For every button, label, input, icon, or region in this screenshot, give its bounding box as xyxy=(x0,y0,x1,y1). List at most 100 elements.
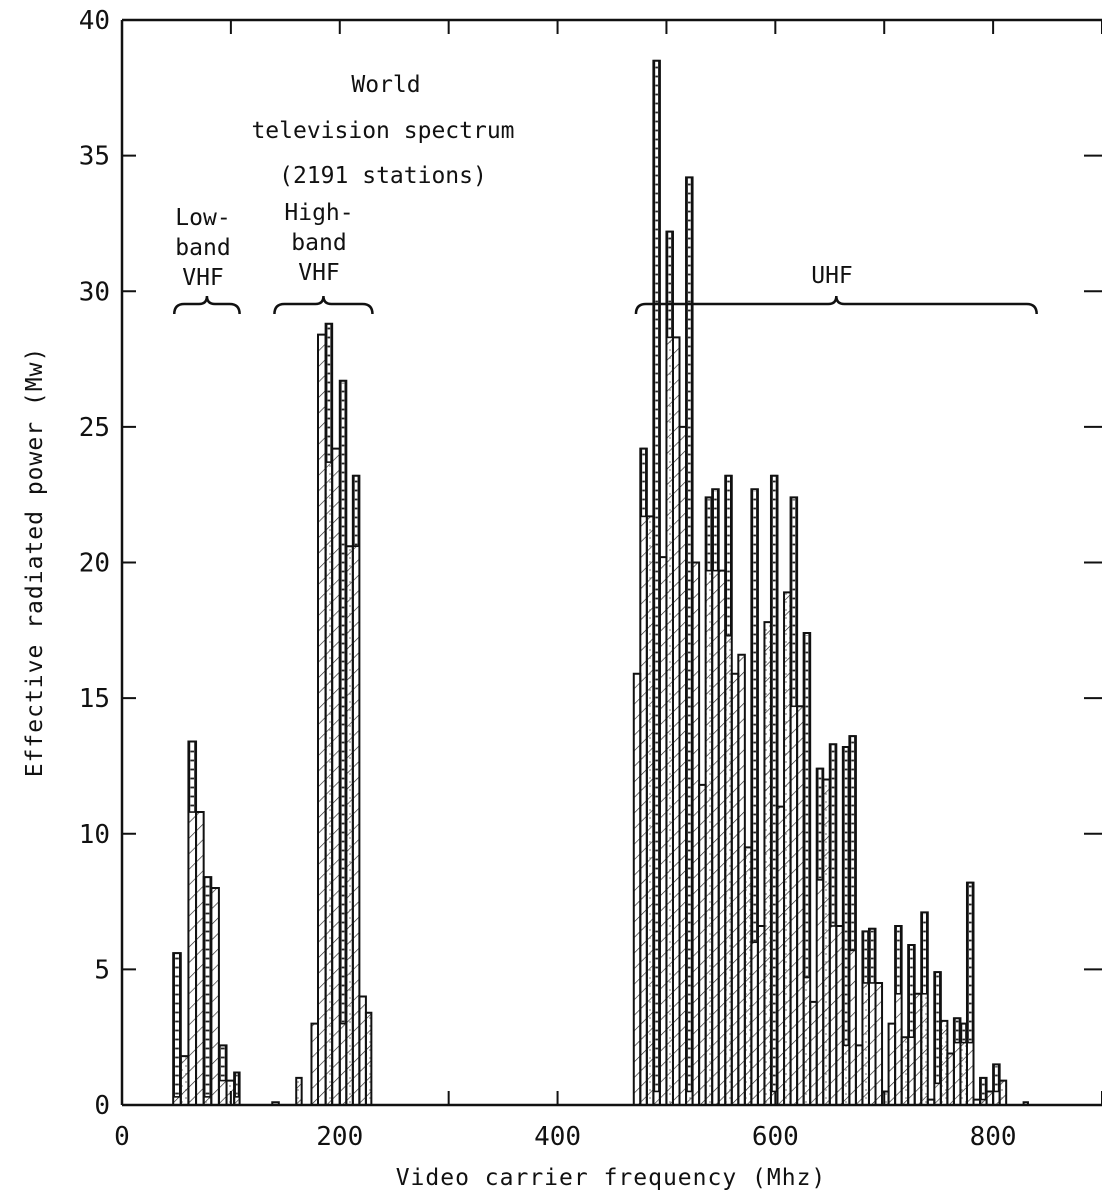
bar-peak-dash-fill xyxy=(236,1074,238,1097)
high-vhf-brace xyxy=(273,295,374,315)
bar-peak-dash-fill xyxy=(727,477,730,636)
bar-peak-dash-fill xyxy=(341,382,345,1024)
histogram-bars xyxy=(172,59,1029,1105)
bar-outline xyxy=(233,1071,241,1105)
histogram-bar xyxy=(828,743,838,1105)
bar-hatch-fill xyxy=(188,812,197,1105)
bar-outline xyxy=(769,474,779,1105)
histogram-bar xyxy=(920,911,929,1105)
bar-peak-dash-fill xyxy=(220,1047,225,1081)
bar-peak-dash-fill xyxy=(805,635,809,978)
bar-outline xyxy=(828,743,838,1105)
annotation-low-vhf-line: band xyxy=(175,235,230,261)
bar-hatch-fill xyxy=(731,673,739,1105)
annotation-low-vhf-line: VHF xyxy=(182,265,224,291)
y-tick-label: 15 xyxy=(79,684,110,714)
bar-hatch-fill xyxy=(849,950,856,1105)
bar-peak-dash-fill xyxy=(792,499,796,707)
bar-hatch-fill xyxy=(311,1023,318,1105)
bar-dot-fill xyxy=(803,977,811,1105)
bar-outline xyxy=(965,881,975,1105)
bar-outline xyxy=(874,981,884,1105)
bar-hatch-fill xyxy=(218,1080,227,1105)
bar-peak-dash-fill xyxy=(962,1025,965,1043)
bar-peak-dash-fill xyxy=(655,62,658,1092)
bar-hatch-fill xyxy=(797,706,804,1105)
histogram-bar xyxy=(848,735,857,1105)
bar-hatch-fill xyxy=(339,1023,347,1105)
histogram-bar xyxy=(179,1055,190,1105)
bar-hatch-fill xyxy=(790,706,798,1105)
x-tick-label: 600 xyxy=(752,1122,799,1152)
bar-peak-dash-fill xyxy=(354,477,358,547)
bar-outline xyxy=(364,1011,373,1105)
histogram-bar xyxy=(351,474,361,1105)
bar-outline xyxy=(998,1079,1008,1105)
histogram-bar xyxy=(317,333,327,1105)
histogram-bar xyxy=(841,745,851,1105)
bar-dot-fill xyxy=(921,993,928,1105)
bar-hatch-fill xyxy=(927,1099,935,1105)
bar-hatch-fill xyxy=(770,1091,778,1105)
bar-hatch-fill xyxy=(653,1091,660,1105)
bar-dot-fill xyxy=(725,635,732,1105)
bar-peak-dash-fill xyxy=(831,746,835,926)
y-tick-label: 35 xyxy=(79,142,110,172)
bar-dot-fill xyxy=(764,622,771,1105)
bar-hatch-fill xyxy=(816,879,824,1105)
bar-dot-fill xyxy=(325,462,333,1105)
bar-peak-dash-fill xyxy=(982,1079,985,1100)
low-vhf-brace xyxy=(173,295,241,315)
bar-peak-dash-fill xyxy=(995,1066,998,1092)
histogram-bar xyxy=(769,474,779,1105)
bar-dot-fill xyxy=(666,337,673,1105)
bar-peak-dash-fill xyxy=(668,233,671,338)
histogram-bar xyxy=(998,1079,1008,1105)
bar-hatch-fill xyxy=(908,1037,915,1105)
annotation-high-vhf-line: VHF xyxy=(298,260,340,286)
bar-outline xyxy=(920,911,929,1105)
bar-dot-fill xyxy=(705,570,713,1105)
histogram-bar xyxy=(172,952,182,1105)
bar-hatch-fill xyxy=(359,996,366,1105)
bar-dot-fill xyxy=(901,1037,909,1105)
bar-hatch-fill xyxy=(953,1042,961,1105)
bar-hatch-fill xyxy=(986,1091,994,1105)
uhf-brace xyxy=(634,295,1038,315)
annotation-title-line: World xyxy=(351,72,420,98)
bar-hatch-fill xyxy=(888,1023,896,1105)
bar-outline xyxy=(750,488,759,1105)
bar-hatch-fill xyxy=(855,1045,863,1105)
y-tick-label: 30 xyxy=(79,277,110,307)
histogram-bar xyxy=(750,488,759,1105)
bar-hatch-fill xyxy=(914,993,922,1105)
bar-outline xyxy=(210,887,220,1105)
bar-dot-fill xyxy=(862,982,869,1105)
histogram-bar xyxy=(217,1044,228,1105)
bar-dot-fill xyxy=(999,1080,1007,1105)
bar-hatch-fill xyxy=(692,562,700,1105)
bar-hatch-fill xyxy=(973,1099,981,1105)
histogram-bar xyxy=(802,632,812,1105)
bar-hatch-fill xyxy=(947,1053,954,1105)
bar-peak-dash-fill xyxy=(175,955,179,1097)
bar-hatch-fill xyxy=(318,334,326,1105)
y-axis-title: Effective radiated power (Mw) xyxy=(22,347,48,778)
bar-dot-fill xyxy=(940,1020,948,1105)
y-tick-label: 20 xyxy=(79,549,110,579)
bar-peak-dash-fill xyxy=(707,499,711,571)
bar-hatch-fill xyxy=(718,570,726,1105)
bar-hatch-fill xyxy=(173,1096,181,1105)
bar-hatch-fill xyxy=(272,1102,279,1105)
bar-dot-fill xyxy=(346,546,353,1105)
bar-hatch-fill xyxy=(633,673,641,1105)
bar-outline xyxy=(172,952,182,1105)
histogram-bar xyxy=(187,740,198,1105)
bar-peak-dash-fill xyxy=(851,738,854,951)
annotation-title-line: (2191 stations) xyxy=(279,163,487,189)
annotation-title-line: television spectrum xyxy=(251,118,514,144)
histogram-bar xyxy=(195,811,205,1105)
histogram-bar xyxy=(202,876,213,1105)
